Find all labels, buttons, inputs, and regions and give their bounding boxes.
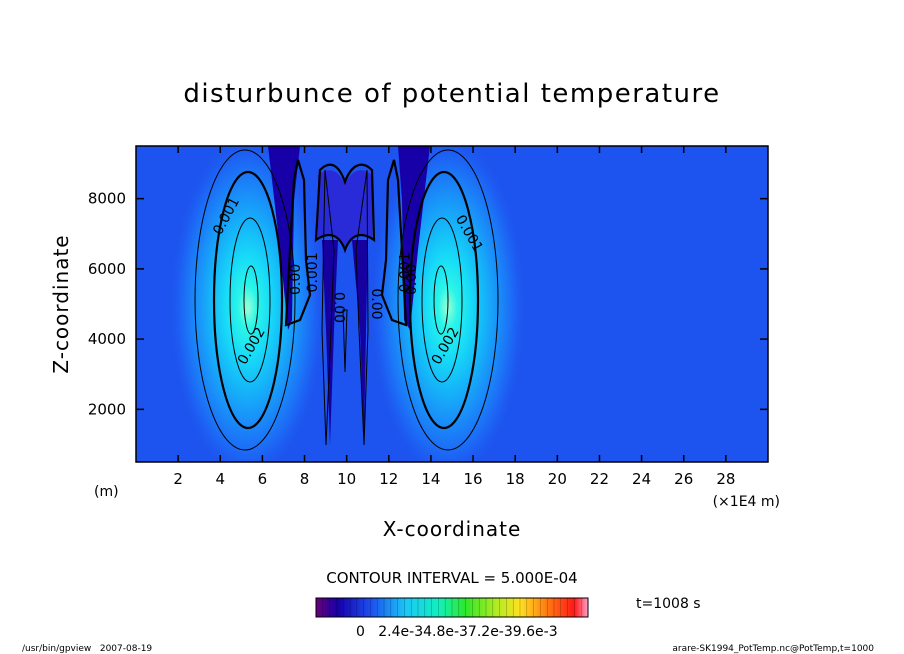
- contour-line: [194, 149, 296, 451]
- contour-line: [314, 163, 376, 254]
- contour-label: 0.001: [305, 252, 321, 292]
- x-tick-label: 22: [590, 470, 609, 488]
- contour-line: [433, 265, 449, 335]
- contour-line: [284, 159, 312, 327]
- contour-line: [421, 217, 463, 383]
- x-tick-label: 20: [548, 470, 567, 488]
- y-axis-label: Z-coordinate: [49, 234, 73, 373]
- x-tick-label: 28: [716, 470, 735, 488]
- y-tick-label: 8000: [88, 190, 126, 208]
- contour-label: 0.001: [398, 252, 414, 292]
- y-axis-ticks: 2000 4000 6000 8000: [88, 190, 768, 418]
- x-unit-left: (m): [94, 484, 119, 500]
- plot-frame: [135, 145, 769, 463]
- contour-line: [355, 169, 369, 446]
- footer-left: /usr/bin/gpview 2007-08-19: [22, 644, 152, 654]
- contour-line: [212, 170, 284, 430]
- contour-interval: CONTOUR INTERVAL = 5.000E-04: [326, 569, 577, 587]
- x-axis-ticks: 2 4 6 8 10 12 14 16 18 20 22 24 26 28: [173, 146, 735, 488]
- x-tick-label: 26: [674, 470, 693, 488]
- x-tick-label: 6: [258, 470, 268, 488]
- contour-line: [243, 265, 259, 335]
- x-tick-label: 8: [300, 470, 310, 488]
- x-tick-label: 14: [421, 470, 440, 488]
- x-tick-label: 16: [464, 470, 483, 488]
- x-tick-label: 18: [506, 470, 525, 488]
- x-tick-label: 4: [215, 470, 225, 488]
- x-axis-label: X-coordinate: [383, 517, 522, 541]
- footer-right: arare-SK1994_PotTemp.nc@PotTemp,t=1000: [672, 644, 874, 654]
- y-tick-label: 2000: [88, 400, 126, 418]
- x-unit-right: (×1E4 m): [713, 494, 780, 510]
- contour-line: [229, 217, 271, 383]
- y-tick-label: 6000: [88, 260, 126, 278]
- x-tick-label: 12: [379, 470, 398, 488]
- contour-line: [342, 309, 348, 373]
- contour-line: [380, 159, 408, 327]
- x-tick-label: 2: [173, 470, 183, 488]
- y-tick-label: 4000: [88, 330, 126, 348]
- contour-label: 0.00: [330, 292, 346, 323]
- time-label: t=1008 s: [636, 596, 701, 612]
- contour-line: [321, 169, 335, 446]
- contour-label: 0.00: [368, 288, 384, 319]
- contour-label: 0.00: [404, 264, 420, 295]
- colorbar-ticks: [322, 598, 582, 617]
- contour-lines: [194, 149, 499, 451]
- x-tick-label: 10: [337, 470, 356, 488]
- contour-line: [408, 170, 480, 430]
- chart-title: disturbunce of potential temperature: [183, 79, 720, 109]
- contour-label: 0.00: [288, 264, 304, 295]
- x-tick-label: 24: [632, 470, 651, 488]
- contour-line: [397, 149, 499, 451]
- colorbar-labels: 0 2.4e-34.8e-37.2e-39.6e-3: [356, 624, 558, 640]
